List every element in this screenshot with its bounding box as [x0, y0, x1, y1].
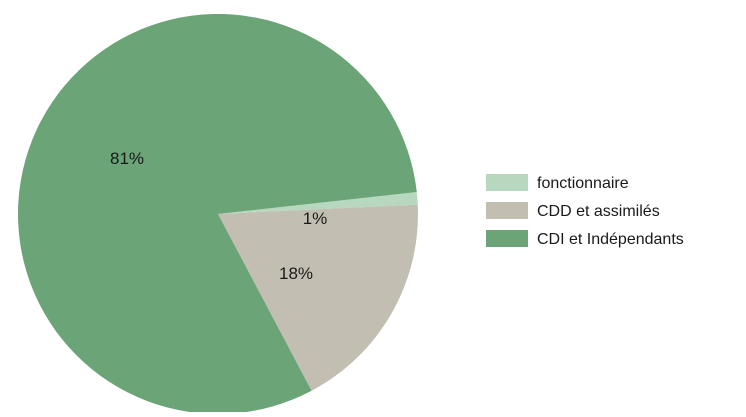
pie-slice-label: 1% [303, 209, 328, 228]
pie-slice-fonctionnaire [218, 192, 418, 214]
legend-label: fonctionnaire [537, 175, 629, 192]
pie-slice-labels: 1% 18% 81% [110, 149, 327, 283]
legend-label: CDD et assimilés [537, 203, 660, 220]
legend: fonctionnaire CDD et assimilés CDI et Indé… [486, 174, 684, 248]
legend-swatch [486, 202, 528, 219]
pie-slice-cdi-et-ind-pendants [17, 13, 417, 414]
pie-slices [17, 13, 419, 414]
pie-slice-label: 81% [110, 149, 144, 168]
legend-swatch [486, 230, 528, 247]
legend-label: CDI et Indépendants [537, 231, 684, 248]
pie-slice-cdd-et-assimil-s [218, 204, 419, 391]
pie-slice-label: 18% [279, 264, 313, 283]
legend-swatch [486, 174, 528, 191]
